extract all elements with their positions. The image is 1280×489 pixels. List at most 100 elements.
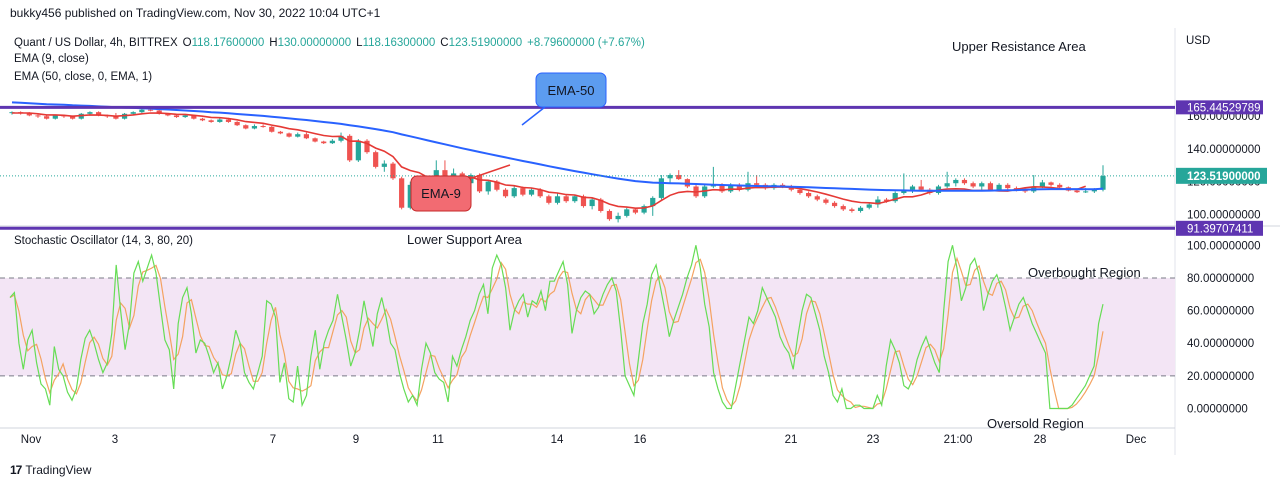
candle-body — [658, 178, 665, 198]
candle-body — [407, 184, 413, 208]
stoch-tick-label: 40.00000000 — [1187, 338, 1254, 350]
candle-body — [1083, 191, 1089, 193]
candle-body — [303, 134, 309, 139]
last-price-tag-bg — [1176, 167, 1267, 184]
annotation-overbought: Overbought Region — [1028, 265, 1141, 280]
stoch-lines — [9, 245, 1104, 410]
lower-level-tag-bg — [1176, 220, 1263, 236]
candle-body — [1100, 175, 1106, 190]
lower-level-tag: 91.39707411 — [1176, 220, 1263, 236]
candle-body — [866, 204, 872, 208]
legend-symbol: Quant / US Dollar, 4h, BITTREX O118.17600… — [14, 37, 645, 49]
legend-c-label: C — [440, 37, 448, 49]
legend-h-value: 130.00000000 — [278, 37, 352, 49]
time-tick-label: 23 — [867, 434, 880, 446]
candle-body — [260, 126, 266, 128]
candle-body — [113, 116, 119, 119]
candle-body — [338, 135, 344, 141]
candle-body — [95, 112, 102, 116]
footer-brand[interactable]: 17 TradingView — [10, 463, 91, 477]
stoch-tick-label: 0.00000000 — [1187, 404, 1248, 416]
time-axis[interactable]: Nov 3 7 9 11 14 16 21 23 21:00 28 Dec — [21, 434, 1147, 446]
candle-body — [225, 119, 232, 122]
ema50-callout-pointer — [521, 106, 546, 126]
candle-body — [234, 121, 240, 126]
candle-body — [26, 112, 32, 116]
candle-body — [502, 189, 509, 197]
candle-body — [399, 178, 405, 208]
legend-l-label: L — [356, 37, 363, 49]
candle-body — [191, 115, 197, 119]
annotation-lower: Lower Support Area — [407, 232, 523, 247]
candle-body — [286, 133, 292, 137]
annotation-upper: Upper Resistance Area — [952, 39, 1086, 54]
candle-body — [130, 112, 136, 114]
ema50-line — [11, 101, 1104, 192]
annotation-oversold: Oversold Region — [987, 416, 1084, 431]
ema9-callout: EMA-9 — [410, 164, 511, 212]
candle-body — [52, 115, 58, 119]
time-tick-label: Nov — [21, 434, 42, 446]
stoch-tick-label: 20.00000000 — [1187, 371, 1254, 383]
candle-body — [537, 189, 543, 197]
time-tick-label: 14 — [551, 434, 564, 446]
price-ticks: 160.00000000140.00000000120.00000000100.… — [1187, 111, 1261, 221]
last-price-tag: 123.51900000 — [1176, 167, 1267, 184]
candle-body — [1005, 184, 1011, 189]
candle-body — [156, 110, 162, 114]
candle-body — [667, 175, 673, 179]
time-tick-label: 21:00 — [944, 434, 973, 446]
last-price-tag-text: 123.51900000 — [1187, 171, 1261, 183]
price-tick-label: 100.00000000 — [1187, 209, 1261, 221]
candle-body — [35, 115, 41, 117]
candle-body — [442, 170, 448, 180]
candle-body — [996, 184, 1002, 190]
time-tick-label: 9 — [353, 434, 359, 446]
time-tick-label: 16 — [634, 434, 647, 446]
candle-body — [546, 196, 552, 203]
candle-body — [754, 183, 760, 185]
candle-body — [970, 183, 976, 187]
candle-body — [615, 215, 621, 220]
upper-level-tag-text: 165.44529789 — [1187, 102, 1261, 114]
candle-body — [520, 188, 526, 195]
candle-body — [554, 196, 561, 203]
ema-lines — [11, 101, 1104, 210]
stoch-band-fill — [0, 277, 1175, 376]
candle-body — [1057, 184, 1063, 188]
candle-body — [44, 116, 50, 119]
ema50-callout-text: EMA-50 — [548, 83, 595, 98]
price-tick-label: 140.00000000 — [1187, 144, 1261, 156]
price-axis-currency: USD — [1186, 35, 1210, 47]
candle-body — [580, 196, 587, 207]
candle-body — [624, 209, 630, 216]
candle-body — [944, 183, 950, 187]
candle-body — [147, 109, 154, 111]
legend-l-value: 118.16300000 — [363, 37, 436, 49]
candle-body — [70, 116, 76, 119]
candle-body — [736, 184, 742, 190]
candle-body — [883, 199, 890, 202]
legend-ema9: EMA (9, close) — [14, 53, 89, 65]
candle-body — [806, 193, 812, 197]
candle-body — [987, 183, 994, 190]
candle-body — [892, 193, 898, 202]
candle-body — [485, 181, 491, 192]
candle-body — [1091, 189, 1097, 192]
candle-body — [243, 125, 249, 129]
price-axis[interactable]: USD 160.00000000140.00000000120.00000000… — [1176, 35, 1267, 236]
price-pane[interactable] — [0, 28, 1175, 224]
legend-ema50: EMA (50, close, 0, EMA, 1) — [14, 71, 152, 83]
candle-body — [719, 184, 725, 192]
legend-h-label: H — [269, 37, 277, 49]
candle-body — [632, 209, 639, 213]
candle-body — [269, 126, 275, 132]
stoch-axis[interactable]: 100.00000000 80.00000000 60.00000000 40.000… — [1187, 240, 1261, 415]
candle-body — [217, 119, 223, 122]
publisher-line: bukky456 published on TradingView.com, N… — [10, 6, 381, 20]
candle-body — [563, 196, 569, 202]
time-tick-label: 11 — [432, 434, 444, 446]
candle-body — [831, 202, 838, 207]
tradingview-logo-icon: 17 — [10, 463, 22, 477]
